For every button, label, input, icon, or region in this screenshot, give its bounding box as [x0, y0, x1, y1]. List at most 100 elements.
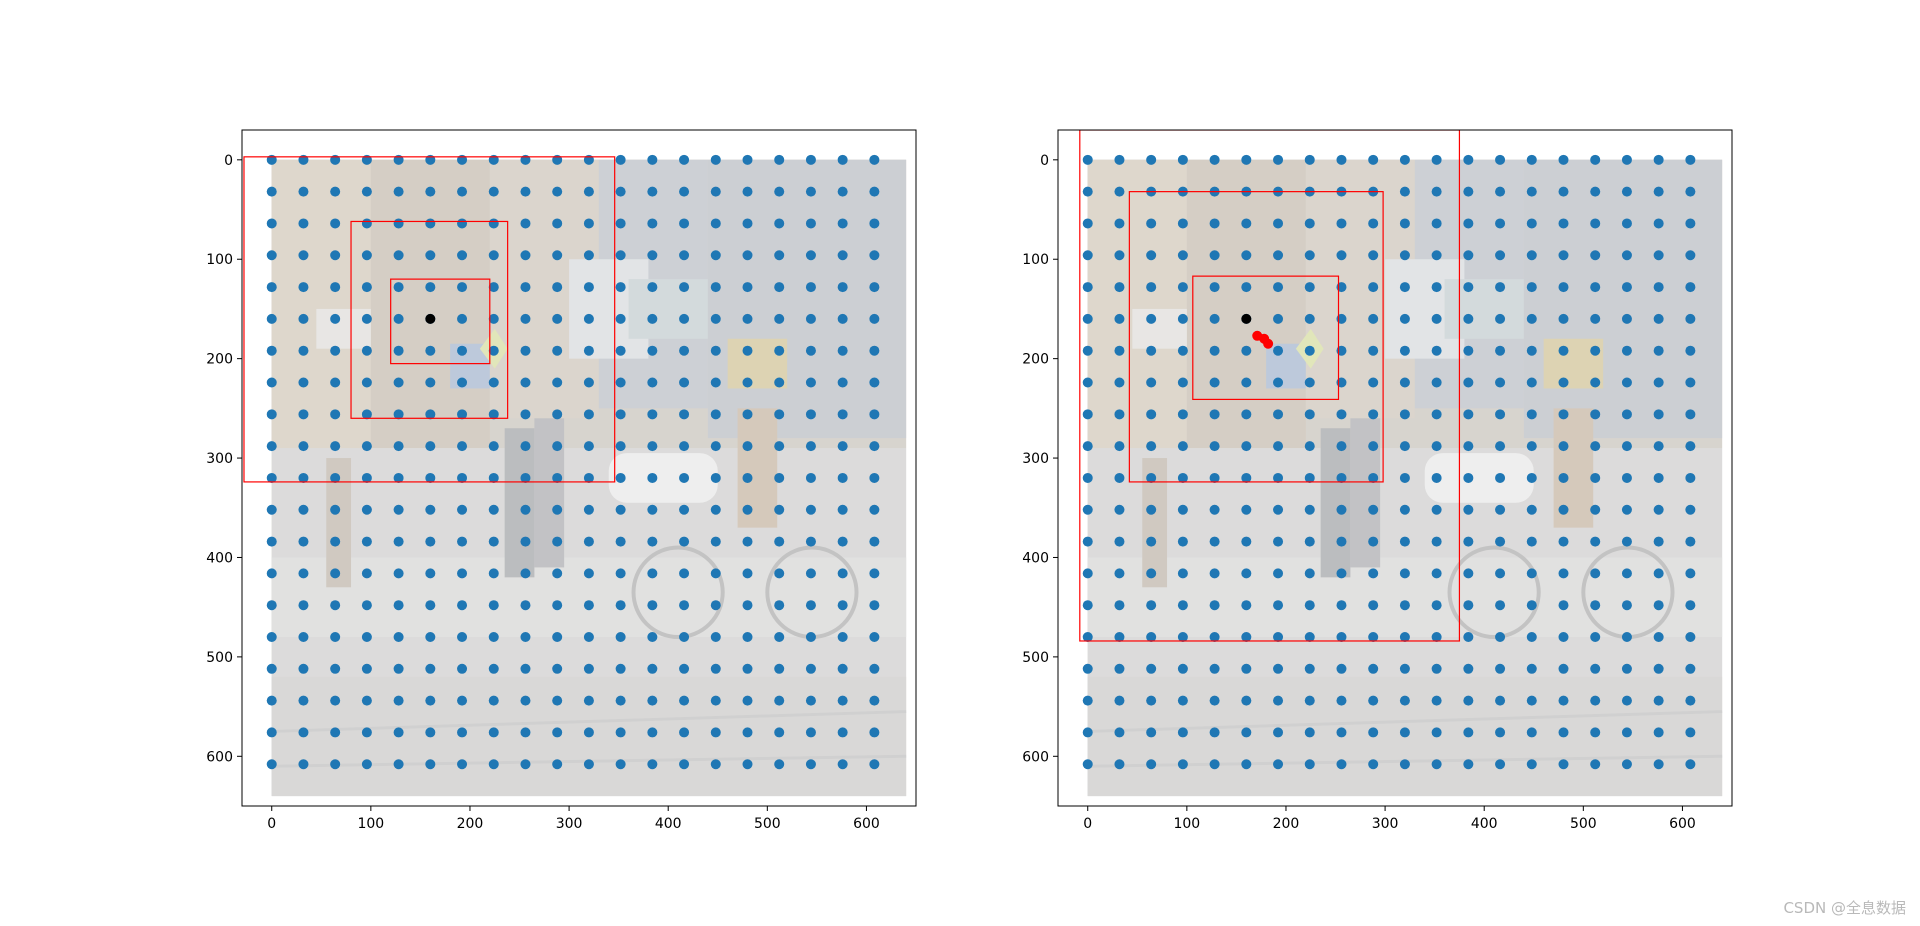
grid-point	[425, 727, 436, 738]
grid-point	[869, 441, 880, 452]
grid-point	[1304, 409, 1315, 420]
grid-point	[583, 218, 594, 229]
grid-point	[615, 345, 626, 356]
grid-point	[647, 441, 658, 452]
grid-point	[1146, 568, 1157, 579]
grid-point	[520, 409, 531, 420]
grid-point	[520, 250, 531, 261]
grid-point	[742, 218, 753, 229]
grid-point	[710, 313, 721, 324]
grid-point	[1368, 218, 1379, 229]
grid-point	[1685, 632, 1696, 642]
grid-point	[1304, 250, 1315, 261]
grid-point	[520, 504, 531, 515]
grid-point	[1431, 282, 1442, 293]
grid-point	[1177, 345, 1188, 356]
anchor-box	[243, 156, 616, 483]
grid-point	[615, 154, 626, 165]
grid-point	[330, 250, 341, 261]
grid-point	[805, 186, 816, 197]
grid-point	[1653, 472, 1664, 483]
grid-point	[837, 759, 848, 770]
grid-point	[805, 632, 816, 642]
grid-point	[1495, 632, 1506, 642]
grid-point	[1590, 472, 1601, 483]
grid-point	[615, 313, 626, 324]
grid-point	[1177, 504, 1188, 515]
grid-point	[457, 313, 468, 324]
grid-point	[457, 536, 468, 547]
grid-point	[1082, 409, 1093, 420]
grid-point	[1304, 504, 1315, 515]
grid-point	[1685, 282, 1696, 293]
grid-point	[583, 536, 594, 547]
grid-point	[330, 186, 341, 197]
grid-point	[869, 600, 880, 611]
grid-point	[520, 186, 531, 197]
x-tick-label: 200	[457, 816, 484, 832]
y-tick-label: 0	[224, 153, 233, 169]
grid-point	[1558, 759, 1569, 770]
grid-point	[1082, 727, 1093, 738]
grid-point	[1209, 727, 1220, 738]
grid-point	[1685, 186, 1696, 197]
grid-point	[615, 504, 626, 515]
grid-point	[1336, 663, 1347, 674]
grid-point	[710, 568, 721, 579]
grid-point	[266, 663, 277, 674]
grid-point	[1336, 441, 1347, 452]
grid-point	[1146, 663, 1157, 674]
grid-point	[1336, 600, 1347, 611]
grid-point	[805, 218, 816, 229]
grid-point	[552, 568, 563, 579]
grid-point	[1653, 250, 1664, 261]
grid-point	[837, 504, 848, 515]
grid-point	[1304, 282, 1315, 293]
grid-point	[1146, 282, 1157, 293]
grid-point	[1399, 632, 1410, 642]
grid-point	[266, 282, 277, 293]
grid-point	[1177, 536, 1188, 547]
grid-point	[742, 504, 753, 515]
grid-point	[1304, 727, 1315, 738]
grid-point	[742, 250, 753, 261]
grid-point	[647, 632, 658, 642]
grid-point	[774, 600, 785, 611]
anchor-box	[350, 220, 509, 419]
grid-point	[1304, 441, 1315, 452]
grid-point	[1336, 472, 1347, 483]
grid-point	[1621, 568, 1632, 579]
grid-point	[393, 695, 404, 706]
grid-point	[1177, 568, 1188, 579]
grid-point	[869, 282, 880, 293]
grid-point	[393, 536, 404, 547]
grid-point	[1621, 282, 1632, 293]
grid-point	[869, 250, 880, 261]
grid-point	[330, 759, 341, 770]
grid-point	[1304, 568, 1315, 579]
grid-point	[298, 536, 309, 547]
grid-point	[869, 345, 880, 356]
grid-point	[1368, 759, 1379, 770]
grid-point	[1495, 759, 1506, 770]
grid-point	[1177, 695, 1188, 706]
grid-point	[361, 600, 372, 611]
grid-point	[552, 536, 563, 547]
grid-point	[1621, 377, 1632, 388]
grid-point	[869, 186, 880, 197]
grid-point	[615, 632, 626, 642]
grid-point	[1431, 154, 1442, 165]
grid-point	[1146, 600, 1157, 611]
grid-point	[361, 472, 372, 483]
grid-point	[1653, 377, 1664, 388]
grid-point	[710, 759, 721, 770]
grid-point	[1368, 504, 1379, 515]
grid-point	[1526, 727, 1537, 738]
grid-point	[742, 695, 753, 706]
grid-point	[1241, 663, 1252, 674]
grid-point	[457, 759, 468, 770]
grid-point	[1273, 250, 1284, 261]
grid-point	[805, 154, 816, 165]
grid-point	[520, 632, 531, 642]
grid-point	[1558, 250, 1569, 261]
